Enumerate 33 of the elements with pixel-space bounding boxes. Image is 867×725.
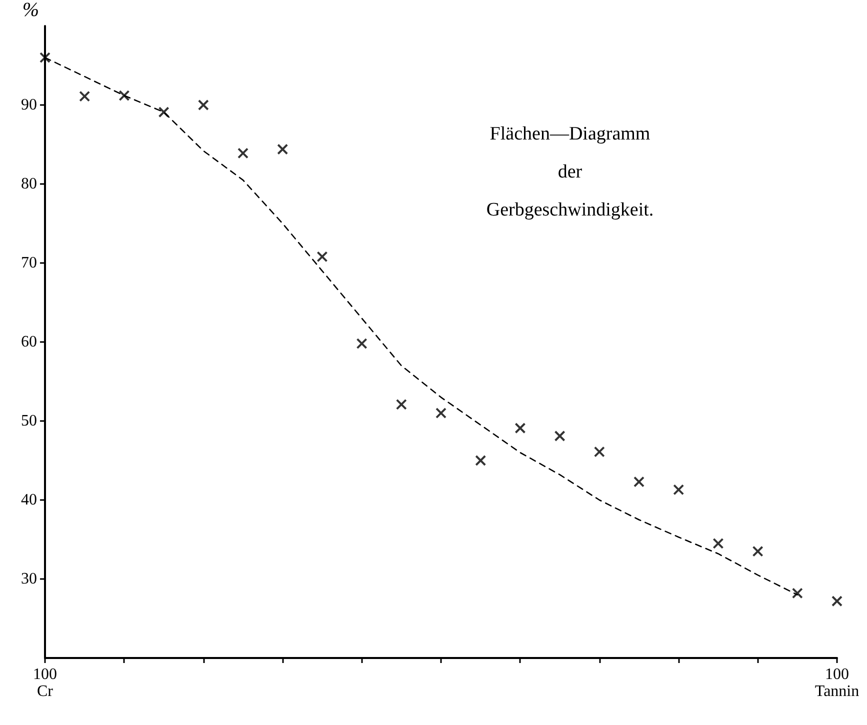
point bbox=[198, 100, 209, 110]
point bbox=[514, 422, 526, 434]
y-tick-label: 90 bbox=[21, 96, 37, 114]
point bbox=[712, 538, 724, 549]
point bbox=[158, 106, 170, 118]
point bbox=[238, 148, 248, 159]
x-tick-label: 100 Cr bbox=[33, 666, 57, 700]
y-axis-title: % bbox=[22, 0, 39, 21]
point bbox=[436, 408, 446, 419]
point bbox=[634, 476, 644, 488]
point bbox=[594, 446, 605, 458]
line-series bbox=[44, 56, 798, 596]
point bbox=[356, 338, 368, 350]
point bbox=[396, 398, 407, 410]
point bbox=[673, 484, 684, 496]
point bbox=[832, 596, 842, 607]
point bbox=[316, 251, 328, 262]
point bbox=[40, 52, 50, 64]
x-tick-label: 100 Tannin bbox=[814, 666, 860, 700]
point bbox=[475, 455, 486, 466]
y-tick-label: 50 bbox=[21, 412, 37, 430]
point bbox=[277, 144, 288, 155]
y-tick-label: 30 bbox=[21, 570, 37, 588]
point bbox=[118, 90, 130, 102]
point bbox=[792, 588, 803, 599]
text: Flächen—Diagramm der Gerbgeschwindigkeit. bbox=[486, 124, 654, 220]
point bbox=[752, 546, 764, 557]
y-tick-label: 40 bbox=[21, 492, 37, 508]
y-tick-label: 70 bbox=[21, 254, 37, 272]
point bbox=[554, 430, 566, 442]
point bbox=[79, 90, 90, 102]
y-tick-label: 60 bbox=[21, 334, 37, 350]
y-tick-label: 80 bbox=[21, 176, 37, 192]
